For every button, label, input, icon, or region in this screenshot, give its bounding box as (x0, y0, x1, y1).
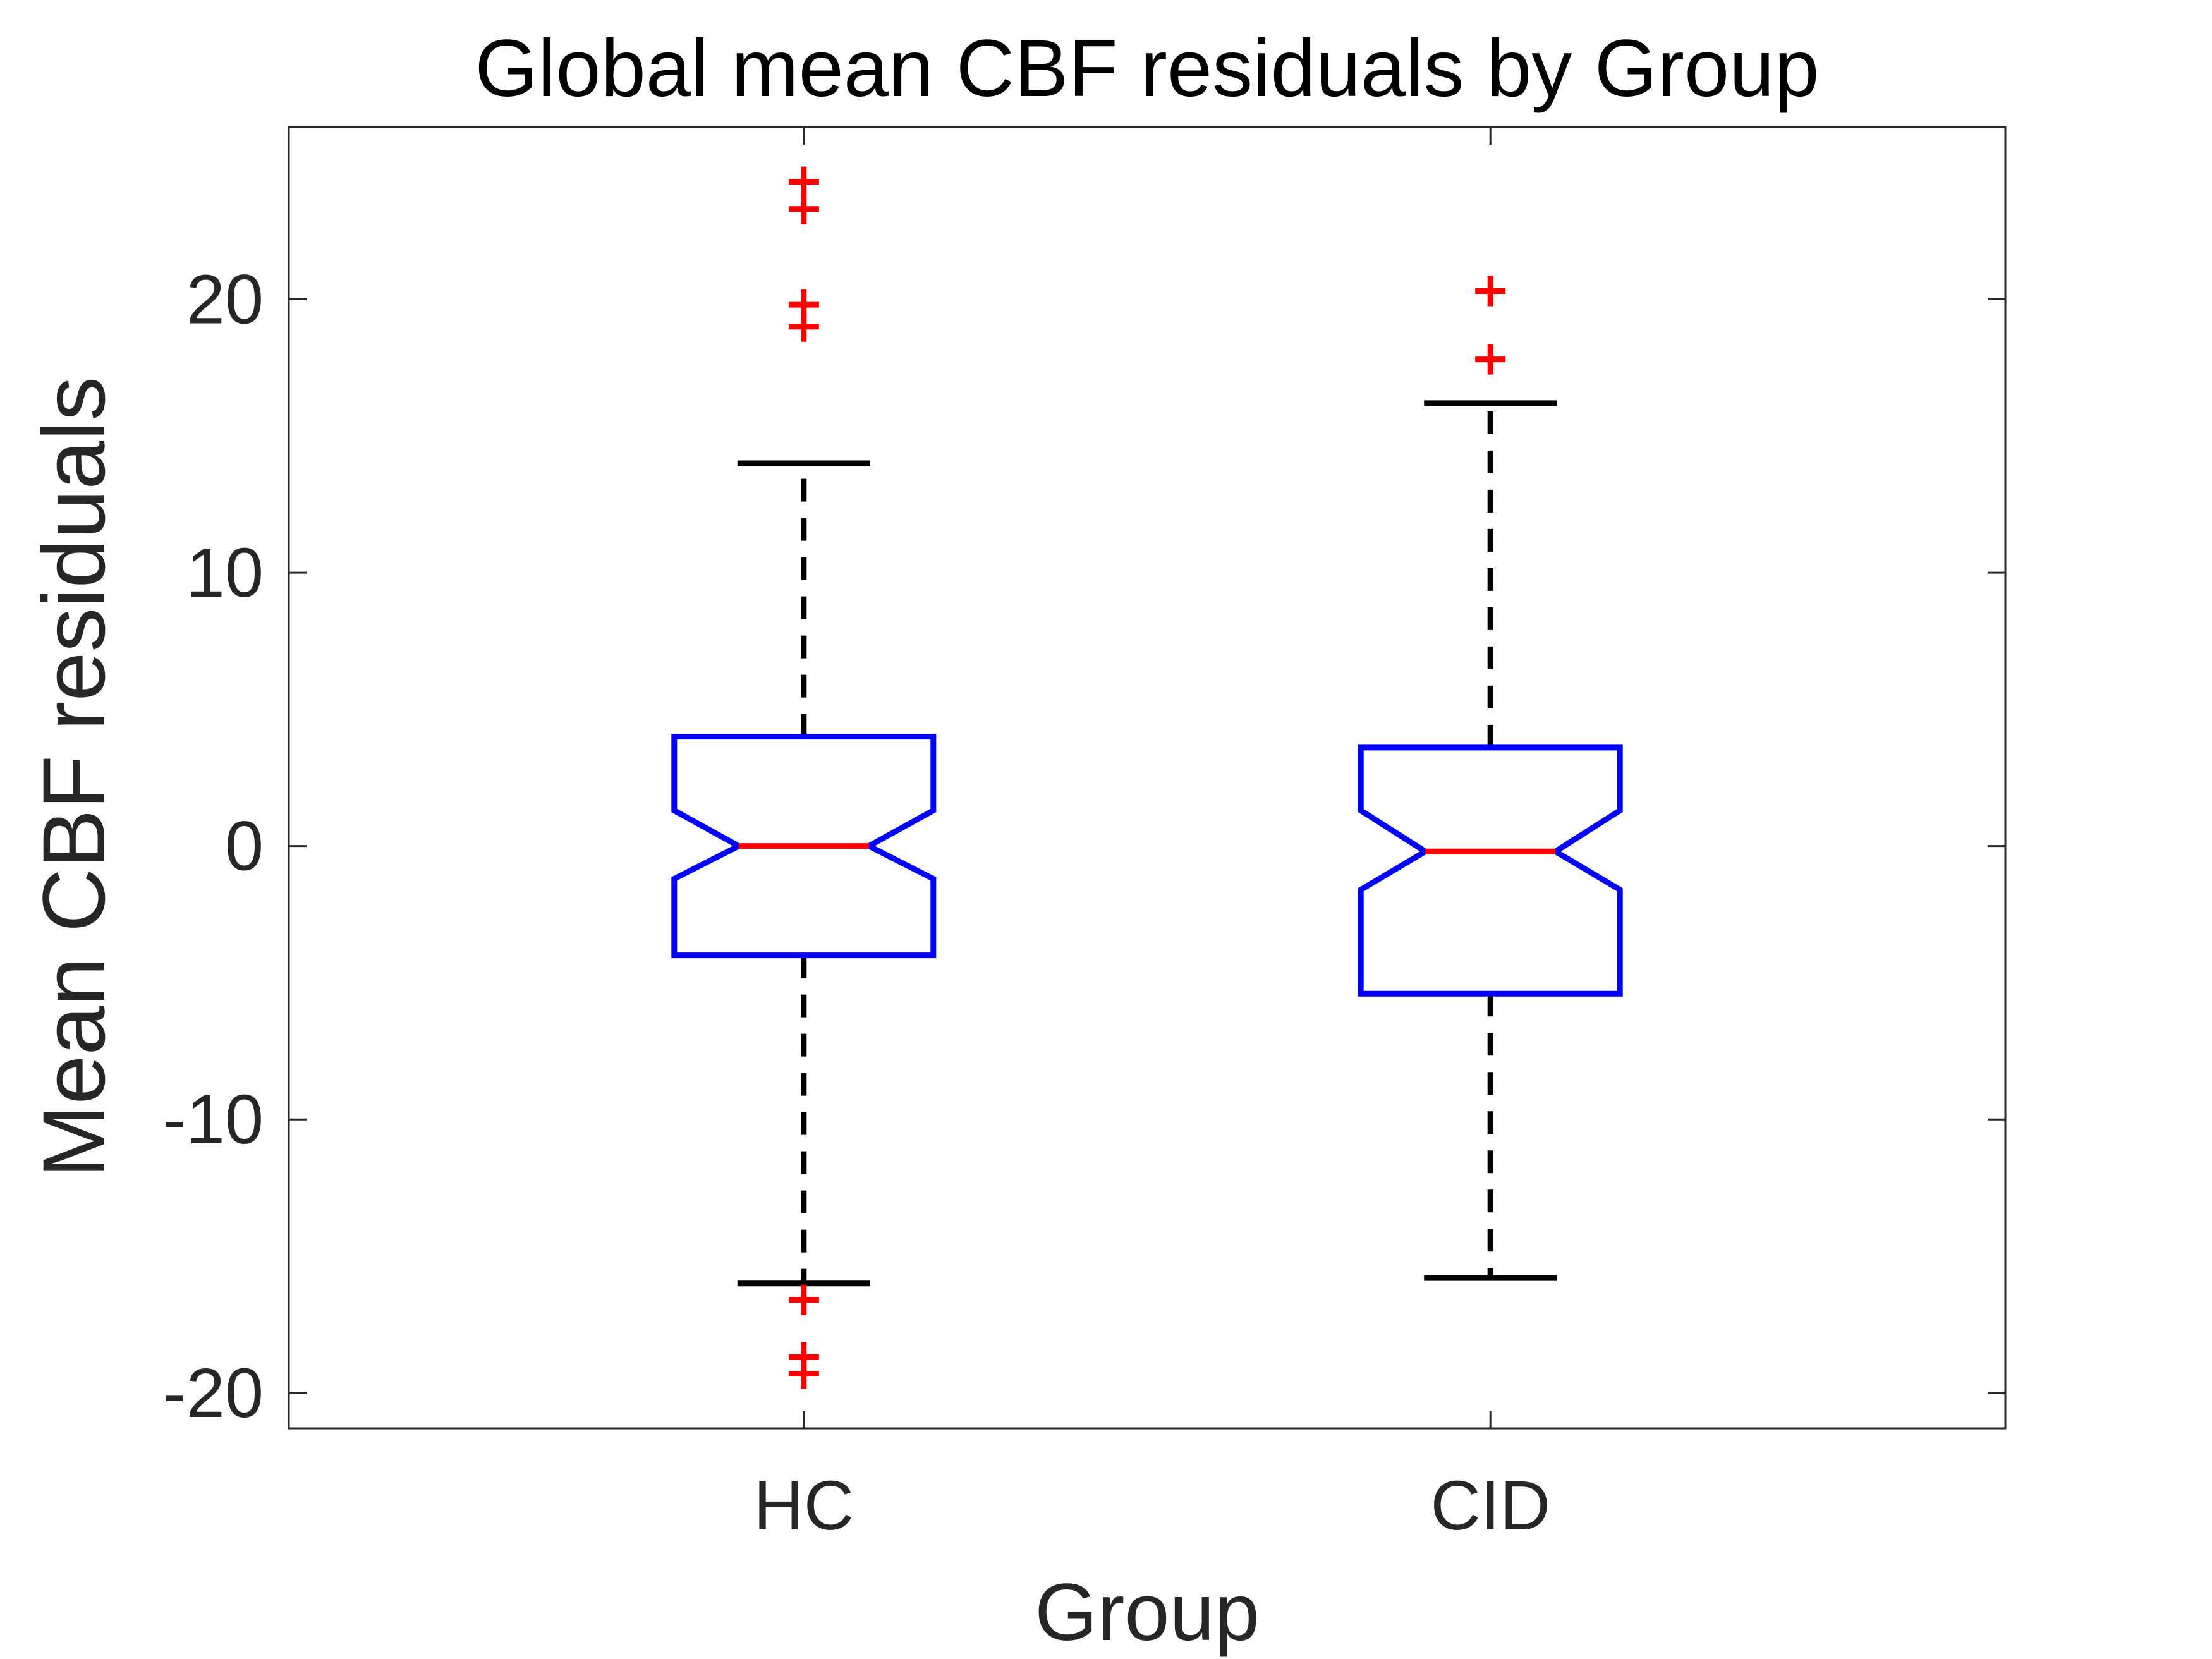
outlier-point (788, 1284, 819, 1315)
chart-title: Global mean CBF residuals by Group (475, 23, 1819, 114)
plot-area: -20 -10 0 10 20 HC CID (163, 126, 2007, 1545)
y-tick-label: 20 (186, 261, 264, 339)
outlier-point (1475, 276, 1506, 307)
outlier-point (788, 1358, 819, 1389)
y-tick-label: -10 (163, 1081, 264, 1158)
x-axis-label: Group (1035, 1567, 1260, 1658)
y-axis-label: Mean CBF residuals (24, 377, 123, 1178)
y-tick-label: -20 (163, 1354, 264, 1432)
outlier-point (788, 311, 819, 342)
outlier-point (788, 193, 819, 224)
x-tick-label: HC (753, 1467, 854, 1545)
y-tick-label: 0 (225, 808, 264, 885)
axes-frame (288, 126, 2007, 1430)
outlier-point (788, 166, 819, 197)
x-tick-label: CID (1430, 1467, 1550, 1545)
outlier-point (1475, 344, 1506, 375)
y-tick-label: 10 (186, 534, 264, 612)
notched-box (1358, 744, 1623, 997)
